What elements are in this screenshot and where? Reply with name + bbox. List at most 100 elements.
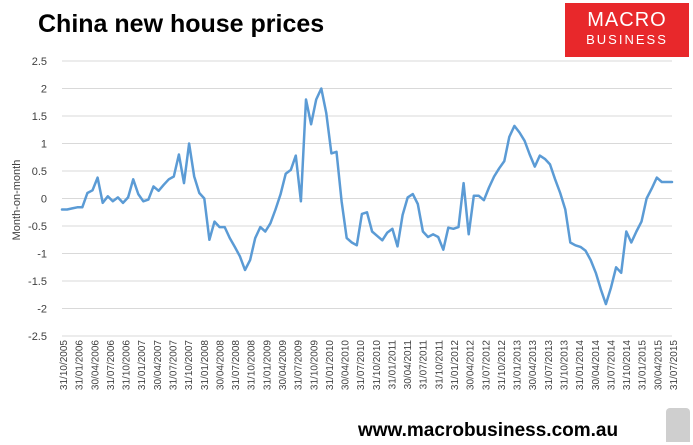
data-point	[371, 230, 373, 233]
data-point	[615, 266, 617, 269]
data-point	[61, 208, 63, 211]
data-point	[417, 203, 419, 205]
data-point	[117, 196, 119, 199]
data-point	[666, 181, 668, 183]
data-point	[239, 255, 241, 258]
data-point	[630, 241, 633, 244]
data-point	[457, 226, 460, 228]
data-point	[300, 200, 302, 203]
data-point	[422, 230, 424, 233]
data-point	[412, 193, 414, 195]
data-point	[101, 202, 104, 204]
data-point	[320, 87, 323, 90]
y-tick-label: 1.5	[32, 111, 47, 123]
y-tick-label: -2.5	[28, 331, 47, 343]
data-point	[142, 200, 145, 203]
data-point	[498, 167, 501, 170]
data-point	[244, 269, 246, 271]
data-point	[671, 181, 673, 183]
data-point	[152, 185, 155, 188]
x-tick-label: 31/01/2008	[200, 340, 211, 390]
data-point	[478, 195, 480, 197]
series-layer	[60, 87, 674, 306]
data-point	[549, 163, 551, 166]
data-point	[112, 200, 114, 203]
data-point	[76, 206, 79, 209]
x-tick-label: 30/04/2007	[153, 340, 164, 390]
data-point	[96, 176, 99, 179]
data-point	[508, 136, 511, 138]
data-point	[132, 178, 134, 181]
data-point	[488, 186, 490, 189]
data-point	[473, 195, 475, 197]
x-tick-label: 31/01/2012	[450, 340, 461, 390]
data-point	[493, 175, 495, 178]
logo-line-1: MACRO	[587, 9, 667, 31]
data-point	[86, 192, 89, 194]
data-point	[203, 197, 206, 200]
y-axis-label: Month-on-month	[11, 160, 23, 241]
data-point	[264, 230, 267, 233]
x-tick-label: 31/07/2011	[419, 340, 430, 390]
x-tick-label: 31/07/2013	[544, 340, 555, 390]
data-point	[406, 196, 409, 199]
data-point	[234, 246, 236, 248]
x-tick-label: 31/07/2006	[106, 340, 117, 390]
chart-title: China new house prices	[38, 10, 325, 38]
x-tick-label: 31/07/2014	[606, 340, 617, 390]
data-point	[91, 189, 94, 192]
data-point	[193, 175, 195, 178]
x-tick-label: 31/01/2007	[137, 340, 148, 390]
data-point	[351, 241, 353, 244]
data-point	[127, 196, 129, 199]
x-tick-label: 31/07/2009	[294, 340, 305, 390]
y-tick-label: 0.5	[32, 166, 47, 178]
x-tick-label: 30/04/2012	[466, 340, 477, 390]
data-point	[635, 230, 638, 233]
macrobusiness-logo: MACRO BUSINESS	[565, 3, 689, 57]
x-tick-label: 31/01/2015	[638, 340, 649, 390]
x-tick-label: 31/07/2015	[669, 340, 680, 390]
data-point	[391, 228, 394, 230]
data-point	[462, 182, 465, 184]
x-tick-label: 31/01/2014	[575, 340, 586, 390]
x-tick-label: 31/10/2005	[59, 340, 70, 390]
data-point	[427, 236, 429, 238]
data-point	[284, 173, 287, 175]
cat-mascot-image	[666, 408, 690, 442]
data-point	[279, 193, 282, 195]
data-point	[66, 208, 68, 211]
x-tick-label: 30/04/2006	[90, 340, 101, 390]
data-point	[645, 197, 648, 200]
data-point	[122, 202, 124, 204]
y-tick-label: 1	[41, 139, 47, 151]
x-tick-label: 31/10/2011	[434, 340, 445, 390]
data-point	[625, 230, 628, 233]
data-point	[361, 213, 363, 215]
data-point	[249, 259, 251, 261]
data-point	[198, 192, 201, 194]
data-point	[168, 178, 170, 181]
data-point	[447, 226, 450, 229]
data-point	[513, 125, 516, 127]
x-tick-label: 31/07/2007	[168, 340, 179, 390]
x-tick-label: 31/10/2012	[497, 340, 508, 390]
x-tick-label: 31/01/2006	[75, 340, 86, 390]
data-point	[564, 208, 567, 211]
data-point	[259, 226, 262, 228]
data-point	[305, 98, 307, 101]
footer-url: www.macrobusiness.com.au	[358, 420, 619, 441]
x-tick-label: 30/04/2009	[278, 340, 289, 390]
logo-line-2: BUSINESS	[586, 32, 668, 47]
x-tick-label: 30/04/2015	[653, 340, 664, 390]
x-tick-label: 31/01/2011	[387, 340, 398, 390]
data-point	[376, 235, 379, 237]
x-tick-label: 31/10/2010	[372, 340, 383, 390]
data-point	[650, 187, 653, 190]
x-tick-label: 31/01/2009	[262, 340, 273, 390]
data-point	[229, 237, 231, 239]
data-point	[600, 288, 602, 291]
x-tick-label: 31/10/2008	[247, 340, 258, 390]
data-point	[183, 182, 185, 184]
